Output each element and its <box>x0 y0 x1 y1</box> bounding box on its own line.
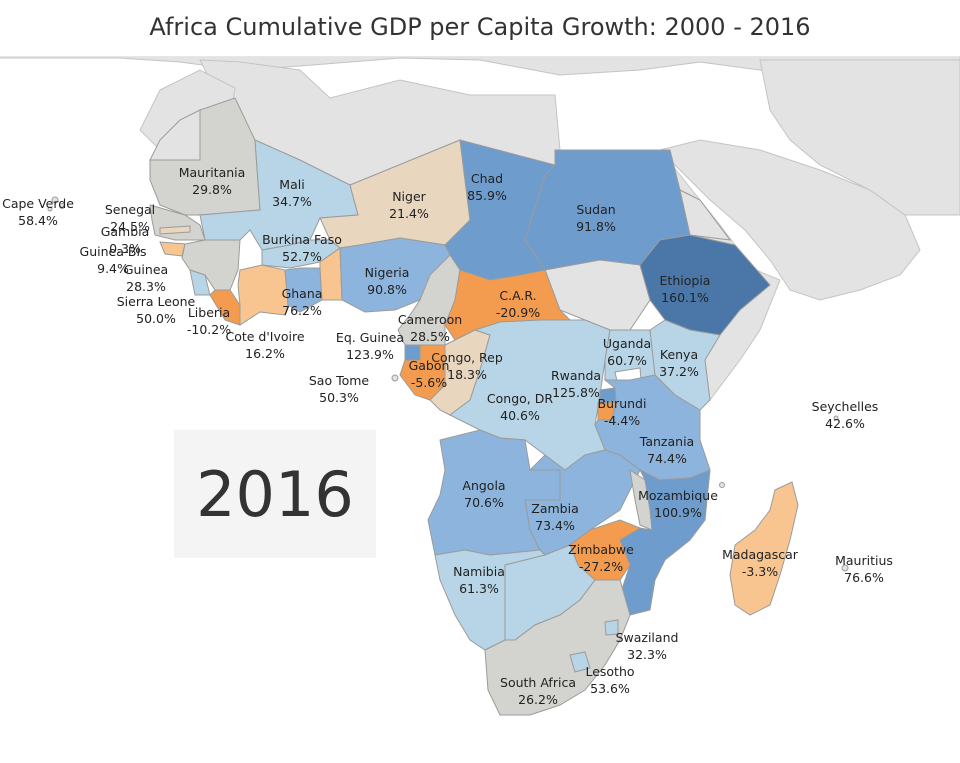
label-guinea: Guinea 28.3% <box>123 262 169 294</box>
label-cape-verde: Cape Verde 58.4% <box>2 196 74 228</box>
label-swaziland: Swaziland 32.3% <box>615 630 679 662</box>
label-mozambique: Mozambique 100.9% <box>638 488 718 520</box>
label-rwanda: Rwanda 125.8% <box>550 368 602 400</box>
label-drc: Congo, DR 40.6% <box>486 391 554 423</box>
country-cameroon <box>397 254 461 346</box>
label-niger: Niger 21.4% <box>389 189 429 221</box>
label-sao-tome: Sao Tome 50.3% <box>308 373 370 405</box>
label-angola: Angola 70.6% <box>462 478 506 510</box>
countries <box>149 97 799 716</box>
label-gambia: Gambia 0.3% <box>100 224 150 256</box>
chart-title: Africa Cumulative GDP per Capita Growth:… <box>149 13 811 41</box>
arabian-peninsula <box>659 139 921 301</box>
label-congo-rep: Congo, Rep 18.3% <box>431 350 503 382</box>
country-mozambique <box>619 468 711 616</box>
country-swaziland <box>604 619 619 636</box>
label-nigeria: Nigeria 90.8% <box>364 265 410 297</box>
label-car: C.A.R. -20.9% <box>495 288 541 320</box>
label-zimbabwe: Zimbabwe -27.2% <box>568 542 634 574</box>
label-madagascar: Madagascar -3.3% <box>722 547 798 579</box>
label-burkina-faso: Burkina Faso 52.7% <box>262 232 342 264</box>
middle-east-land <box>759 59 960 216</box>
label-sierra-leone: Sierra Leone 50.0% <box>116 294 196 326</box>
label-gabon: Gabon -5.6% <box>408 358 450 390</box>
label-liberia: Liberia -10.2% <box>186 305 232 337</box>
label-sudan: Sudan 91.8% <box>576 202 616 234</box>
label-senegal: Senegal 24.5% <box>104 202 156 234</box>
country-guinea-bissau <box>159 241 186 257</box>
country-ethiopia <box>639 234 771 336</box>
country-togo-benin <box>319 247 343 301</box>
label-ethiopia: Ethiopia 160.1% <box>659 273 711 305</box>
country-eritrea <box>679 189 732 241</box>
island-cape-verde-1 <box>51 196 59 204</box>
label-uganda: Uganda 60.7% <box>602 336 652 368</box>
country-lesotho <box>569 651 591 673</box>
label-south-africa: South Africa 26.2% <box>500 675 576 707</box>
label-zambia: Zambia 73.4% <box>531 501 579 533</box>
label-ghana: Ghana 76.2% <box>281 286 323 318</box>
island-cape-verde-2 <box>59 203 65 209</box>
island-comoros <box>719 482 725 488</box>
label-burundi: Burundi -4.4% <box>597 396 647 428</box>
title-bar: Africa Cumulative GDP per Capita Growth:… <box>0 0 960 57</box>
island-seychelles <box>833 415 839 421</box>
label-seychelles: Seychelles 42.6% <box>811 399 879 431</box>
country-cote-divoire <box>237 264 289 326</box>
label-namibia: Namibia 61.3% <box>453 564 505 596</box>
label-mauritania: Mauritania 29.8% <box>178 165 246 197</box>
label-tanzania: Tanzania 74.4% <box>639 434 695 466</box>
label-lesotho: Lesotho 53.6% <box>585 664 635 696</box>
label-mauritius: Mauritius 76.6% <box>835 553 893 585</box>
islands <box>47 196 849 572</box>
year-label: 2016 <box>196 458 354 531</box>
label-cote-divoire: Cote d'Ivoire 16.2% <box>225 329 305 361</box>
country-gambia <box>159 225 191 235</box>
island-cape-verde-3 <box>47 206 53 212</box>
country-guinea <box>181 239 241 291</box>
label-cameroon: Cameroon 28.5% <box>397 312 463 344</box>
label-guinea-bissau: Guinea-Bis 9.4% <box>79 244 147 276</box>
island-sao-tome <box>391 374 399 382</box>
label-eq-guinea: Eq. Guinea 123.9% <box>335 330 405 362</box>
country-madagascar <box>729 481 799 616</box>
label-chad: Chad 85.9% <box>467 171 507 203</box>
year-box: 2016 <box>174 430 376 558</box>
country-south-africa <box>484 579 631 716</box>
label-mali: Mali 34.7% <box>272 177 312 209</box>
country-western-sahara <box>149 109 201 161</box>
island-mauritius <box>841 564 849 572</box>
label-kenya: Kenya 37.2% <box>659 347 699 379</box>
